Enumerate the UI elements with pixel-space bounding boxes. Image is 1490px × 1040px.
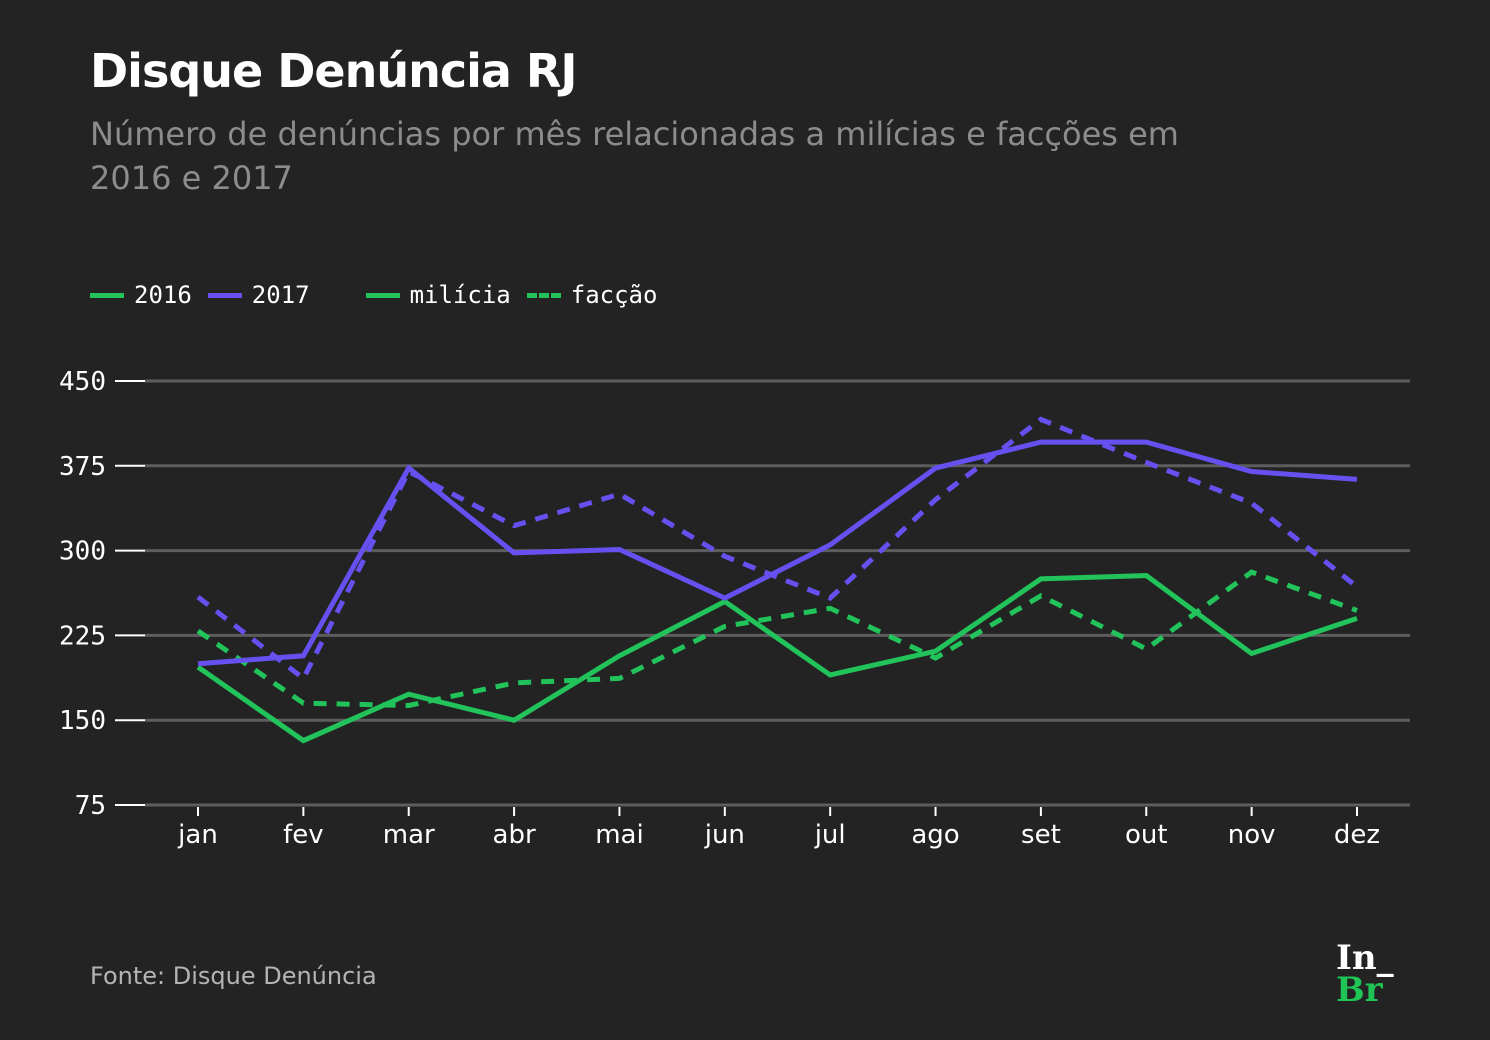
x-tick-label: abr xyxy=(493,820,536,850)
x-tick-label: dez xyxy=(1334,820,1380,850)
series-line-2017-faccao xyxy=(196,416,1359,683)
series-line-2016-milicia xyxy=(196,572,1358,744)
series-line-2016-faccao xyxy=(196,569,1358,709)
chart-title: Disque Denúncia RJ xyxy=(90,44,577,98)
y-tick-label: 300 xyxy=(59,537,106,567)
chart-subtitle: Número de denúncias por mês relacionadas… xyxy=(90,115,1179,197)
y-tick-label: 75 xyxy=(75,791,106,821)
series-lines xyxy=(196,416,1359,744)
legend-swatch-milicia xyxy=(365,292,400,298)
logo-bottom-text: Br xyxy=(1336,970,1383,1010)
y-tick-label: 150 xyxy=(59,706,106,736)
legend-item-2017: 2017 xyxy=(207,281,310,309)
x-tick-label: mar xyxy=(383,820,435,850)
x-axis: jan fev mar abr mai jun jul ago set out nov dez xyxy=(177,807,1380,850)
legend-item-2016: 2016 xyxy=(90,281,192,309)
legend-label-milicia: milícia xyxy=(409,281,511,309)
x-tick-label: jan xyxy=(177,820,218,850)
legend-item-milicia: milícia xyxy=(365,281,511,309)
grid: 75 150 225 300 375 450 xyxy=(59,367,1410,821)
x-tick-label: out xyxy=(1125,820,1168,850)
x-tick-label: jun xyxy=(704,820,745,850)
publisher-logo: In_ Br xyxy=(1336,938,1408,1010)
x-tick-label: ago xyxy=(911,820,959,850)
x-tick-label: set xyxy=(1021,820,1061,850)
x-tick-label: nov xyxy=(1228,820,1276,850)
y-tick-label: 375 xyxy=(59,452,106,482)
legend: 2016 2017 milícia facção xyxy=(90,278,657,312)
x-tick-label: fev xyxy=(283,820,324,850)
legend-label-2016: 2016 xyxy=(134,281,192,309)
legend-item-faccao: facção xyxy=(526,281,658,309)
y-tick-label: 225 xyxy=(59,621,106,651)
legend-label-2017: 2017 xyxy=(251,281,310,309)
logo-top-text: In_ xyxy=(1336,938,1394,978)
legend-swatch-faccao xyxy=(526,292,561,298)
x-tick-label: mai xyxy=(595,820,643,850)
legend-swatch-2016 xyxy=(90,292,124,298)
series-line-2017-milicia xyxy=(197,439,1358,667)
source-note: Fonte: Disque Denúncia xyxy=(90,962,377,990)
x-tick-label: jul xyxy=(814,820,846,850)
y-tick-label: 450 xyxy=(59,367,106,397)
legend-swatch-2017 xyxy=(207,292,242,298)
legend-label-faccao: facção xyxy=(570,281,658,309)
